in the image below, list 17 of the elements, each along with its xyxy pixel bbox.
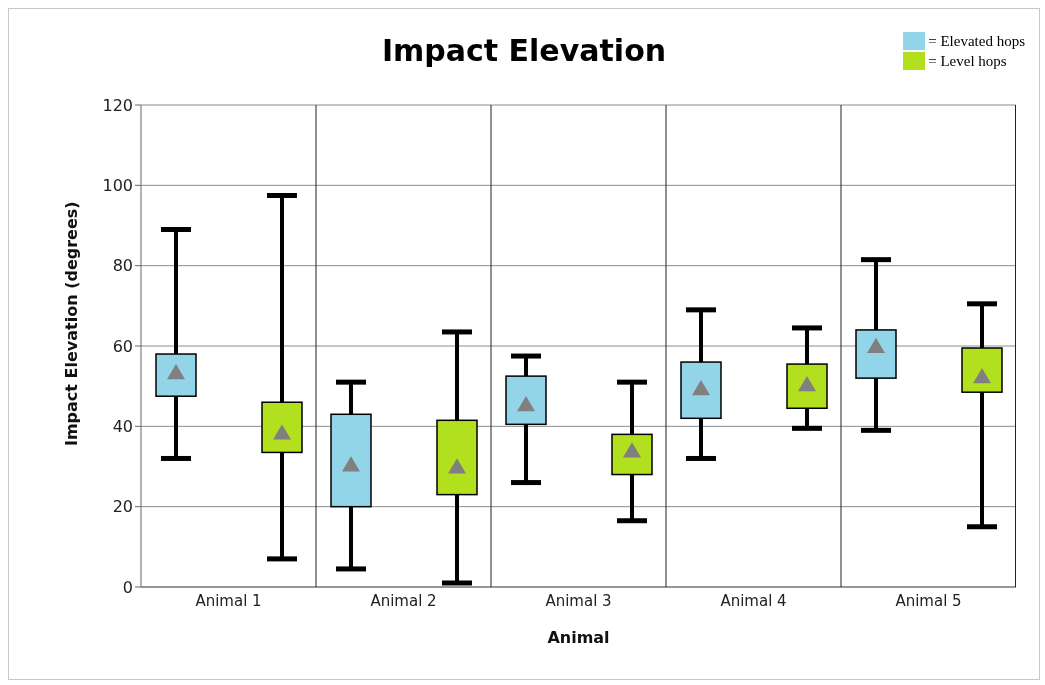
legend-label: = Level hops [928, 52, 1007, 70]
chart-title: Impact Elevation [381, 33, 667, 68]
y-tick-label: 0 [122, 577, 133, 597]
y-axis-title: Impact Elevation (degrees) [61, 201, 81, 446]
x-tick-label: Animal 1 [195, 591, 262, 610]
x-tick-label: Animal 3 [545, 591, 612, 610]
y-tick-label: 100 [102, 176, 133, 196]
legend-label: = Elevated hops [928, 32, 1025, 50]
y-tick-label: 80 [112, 256, 133, 276]
x-tick-label: Animal 2 [370, 591, 437, 610]
x-tick-label: Animal 5 [895, 591, 962, 610]
y-tick-label: 20 [112, 497, 133, 517]
y-tick-label: 60 [112, 336, 133, 356]
y-tick-label: 120 [102, 95, 133, 115]
y-tick-label: 40 [112, 417, 133, 437]
x-tick-label: Animal 4 [720, 591, 787, 610]
x-axis-title: Animal [547, 628, 610, 647]
